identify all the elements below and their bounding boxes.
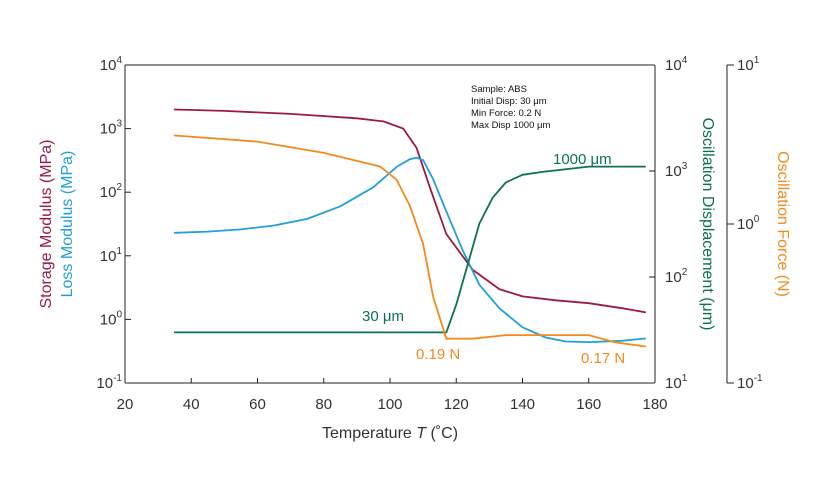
right1-tick-label: 102 (665, 267, 688, 286)
x-tick-label: 180 (642, 396, 667, 413)
right2-tick-label: 10-1 (737, 373, 763, 392)
y-axis-title-storage: Storage Modulus (MPa) (38, 140, 55, 309)
x-tick-label: 140 (510, 396, 535, 413)
x-tick-label: 100 (377, 396, 402, 413)
series-line-displacement (173, 165, 646, 334)
left-tick-label: 102 (100, 182, 123, 201)
annotation-disp-low: 30 μm (362, 308, 404, 325)
x-tick-label: 40 (183, 396, 200, 413)
right1-tick-label: 103 (665, 161, 688, 180)
annotation-force-end: 0.17 N (581, 350, 625, 367)
left-tick-label: 101 (100, 246, 123, 265)
note-line-4: Max Disp 1000 μm (471, 120, 550, 131)
series-layer (173, 108, 646, 348)
y-axis-title-displacement: Oscillation Displacement (μm) (699, 118, 716, 331)
x-tick-label: 20 (117, 396, 134, 413)
series-line-force (173, 134, 646, 348)
left-tick-label: 10-1 (96, 373, 122, 392)
left-tick-label: 104 (100, 55, 123, 74)
y-axis-title-loss: Loss Modulus (MPa) (59, 151, 76, 298)
right2-tick-label: 100 (737, 214, 760, 233)
y-axis-title-force: Oscillation Force (N) (774, 151, 791, 297)
left-tick-label: 103 (100, 119, 123, 138)
note-line-3: Min Force: 0.2 N (471, 108, 541, 119)
note-line-1: Sample: ABS (471, 84, 527, 95)
series-line-storage (173, 108, 646, 314)
x-tick-label: 120 (444, 396, 469, 413)
right1-tick-label: 101 (665, 373, 688, 392)
left-tick-label: 100 (100, 309, 123, 328)
annotation-force-low: 0.19 N (416, 346, 460, 363)
series-line-loss (173, 156, 646, 344)
right1-tick-label: 104 (665, 55, 688, 74)
note-line-2: Initial Disp: 30 μm (471, 96, 547, 107)
right2-tick-label: 101 (737, 55, 760, 74)
x-axis-title: Temperature T (˚C) (322, 425, 458, 442)
x-tick-label: 60 (249, 396, 266, 413)
x-tick-label: 160 (576, 396, 601, 413)
ticks-layer: 20 40 60 80 100 120 140 160 180 104 103 102 101 100 10… (96, 55, 763, 413)
annotation-disp-high: 1000 μm (553, 151, 612, 168)
x-tick-label: 80 (315, 396, 332, 413)
